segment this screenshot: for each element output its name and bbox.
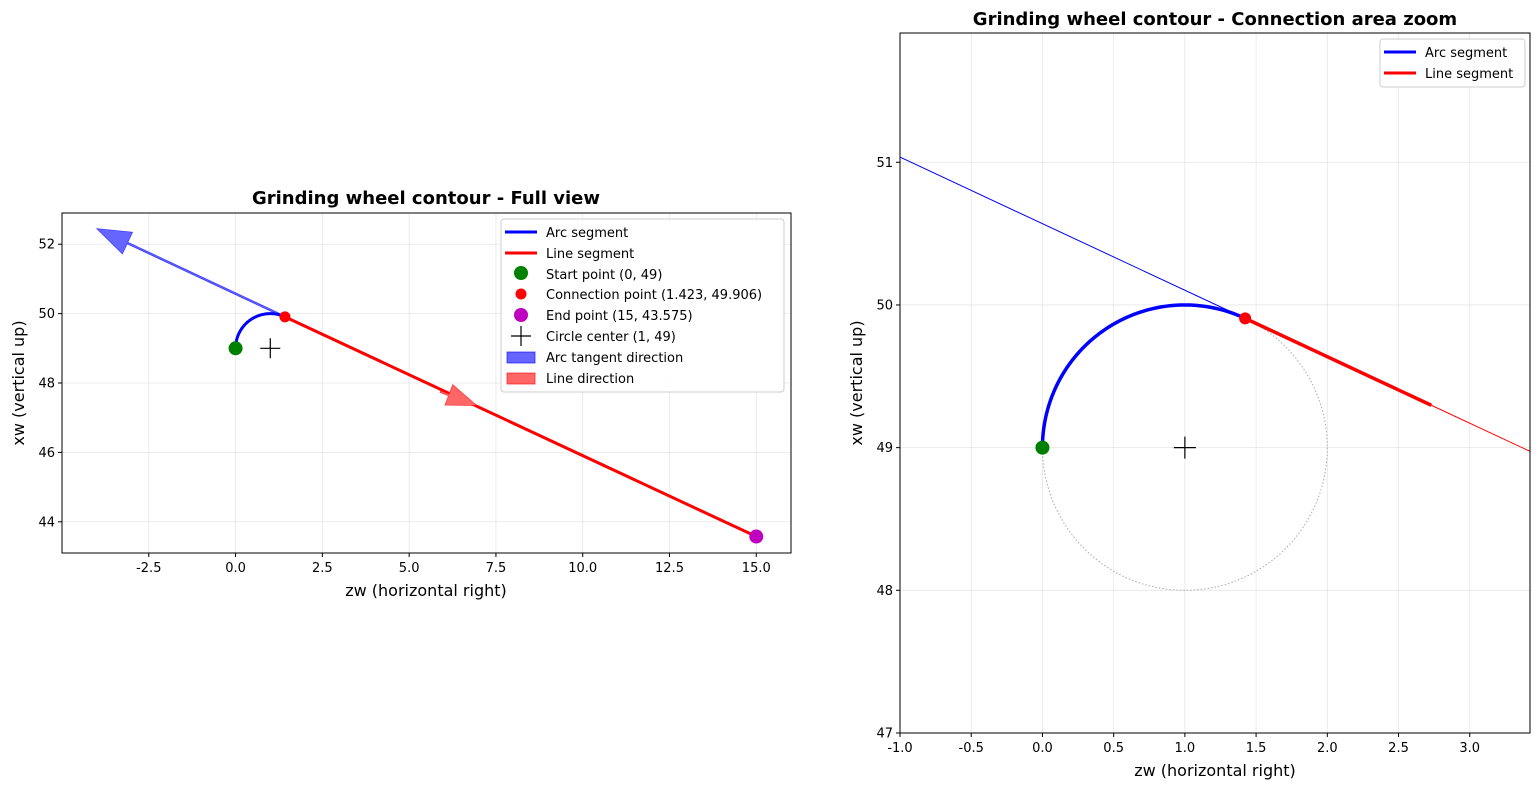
- zoom-ticks: -1.0 -0.5 0.0 0.5 1.0 1.5 2.0 2.5 3.0 47 48 49 50 51: [876, 156, 1480, 756]
- full-view-xtick-label: 0.0: [225, 561, 246, 576]
- full-view-plot: Grinding wheel contour - Full view -2.5 0…: [9, 188, 792, 600]
- zoom-clipped-content: [900, 156, 1530, 591]
- zoom-legend: Arc segment Line segment: [1379, 38, 1526, 88]
- full-view-xtick-label: 10.0: [568, 561, 597, 576]
- line-segment: [284, 315, 757, 538]
- zoom-xtick-label: 1.0: [1175, 741, 1196, 756]
- full-view-xtick-label: 5.0: [399, 561, 420, 576]
- line-extension: [1431, 404, 1530, 452]
- zoom-line-segment: [1244, 316, 1433, 407]
- start-point-marker: [228, 341, 243, 356]
- zoom-arc-segment: [1040, 303, 1246, 448]
- legend-arc-segment: Arc segment: [546, 226, 628, 241]
- full-view-xtick-label: 15.0: [742, 561, 771, 576]
- legend-connection-point: Connection point (1.423, 49.906): [546, 288, 762, 303]
- zoom-ylabel: xw (vertical up): [847, 320, 866, 445]
- circle-center-marker: [260, 338, 281, 359]
- legend-line-segment: Line segment: [546, 247, 634, 262]
- zoom-xtick-label: -0.5: [959, 741, 984, 756]
- legend-end-point: End point (15, 43.575): [546, 309, 693, 324]
- zoom-xtick-label: 2.0: [1317, 741, 1338, 756]
- zoom-ytick-label: 48: [876, 584, 893, 599]
- tangent-extension-line: [900, 156, 1246, 319]
- arc-segment: [234, 312, 286, 349]
- zoom-xtick-label: 3.0: [1459, 741, 1480, 756]
- legend-arc-tangent-direction: Arc tangent direction: [546, 351, 683, 366]
- zoom-legend-arc-segment: Arc segment: [1425, 46, 1507, 61]
- end-point-marker: [749, 529, 764, 544]
- full-view-content: [95, 228, 764, 544]
- zoom-xtick-label: 0.5: [1103, 741, 1124, 756]
- full-view-ytick-label: 44: [38, 515, 55, 530]
- full-view-xlabel: zw (horizontal right): [345, 581, 507, 600]
- full-view-legend-box: [500, 218, 785, 393]
- zoom-xtick-label: 0.0: [1032, 741, 1053, 756]
- zoom-axes-frame: [899, 32, 1531, 734]
- line-direction-arrow: [439, 383, 478, 406]
- zoom-ytick-label: 49: [876, 441, 893, 456]
- full-view-ytick-label: 52: [38, 238, 55, 253]
- full-view-ytick-label: 48: [38, 377, 55, 392]
- zoom-legend-box: [1379, 38, 1526, 88]
- legend-arc-arrow-swatch: [506, 351, 536, 364]
- full-view-xtick-label: 7.5: [486, 561, 507, 576]
- zoom-start-point-marker: [1035, 440, 1050, 455]
- zoom-xtick-label: -1.0: [887, 741, 912, 756]
- zoom-legend-line-segment: Line segment: [1425, 67, 1513, 82]
- full-view-ytick-label: 50: [38, 307, 55, 322]
- legend-start-marker: [514, 266, 528, 280]
- connection-point-marker: [279, 311, 291, 323]
- zoom-xtick-label: 2.5: [1388, 741, 1409, 756]
- full-view-ticks: -2.5 0.0 2.5 5.0 7.5 10.0 12.5 15.0 44 46 48 50 52: [38, 238, 770, 576]
- zoom-xtick-label: 1.5: [1246, 741, 1267, 756]
- zoom-connection-point-marker: [1239, 312, 1252, 325]
- zoom-title: Grinding wheel contour - Connection area…: [973, 9, 1457, 30]
- zoom-xlabel: zw (horizontal right): [1134, 761, 1296, 780]
- legend-end-marker: [514, 308, 528, 322]
- zoom-ytick-label: 51: [876, 156, 893, 171]
- full-view-title: Grinding wheel contour - Full view: [252, 188, 600, 209]
- legend-line-direction: Line direction: [546, 372, 634, 387]
- legend-start-point: Start point (0, 49): [546, 268, 662, 283]
- zoom-plot: Grinding wheel contour - Connection area…: [847, 9, 1531, 780]
- full-circle-dotted: [1041, 304, 1328, 591]
- full-view-ylabel: xw (vertical up): [9, 320, 28, 445]
- zoom-circle-center-marker: [1173, 436, 1196, 459]
- full-view-xtick-label: 2.5: [312, 561, 333, 576]
- zoom-ytick-label: 47: [876, 727, 893, 742]
- legend-circle-center: Circle center (1, 49): [546, 330, 676, 345]
- legend-connection-marker: [515, 288, 527, 300]
- full-view-legend: Arc segment Line segment Start point (0,…: [500, 218, 785, 393]
- zoom-ytick-label: 50: [876, 298, 893, 313]
- full-view-ytick-label: 46: [38, 446, 55, 461]
- legend-center-marker: [511, 326, 531, 346]
- zoom-content: [900, 156, 1530, 591]
- full-view-xtick-label: -2.5: [136, 561, 161, 576]
- full-view-xtick-label: 12.5: [655, 561, 684, 576]
- arc-tangent-arrow: [95, 228, 286, 319]
- legend-line-arrow-swatch: [506, 372, 536, 385]
